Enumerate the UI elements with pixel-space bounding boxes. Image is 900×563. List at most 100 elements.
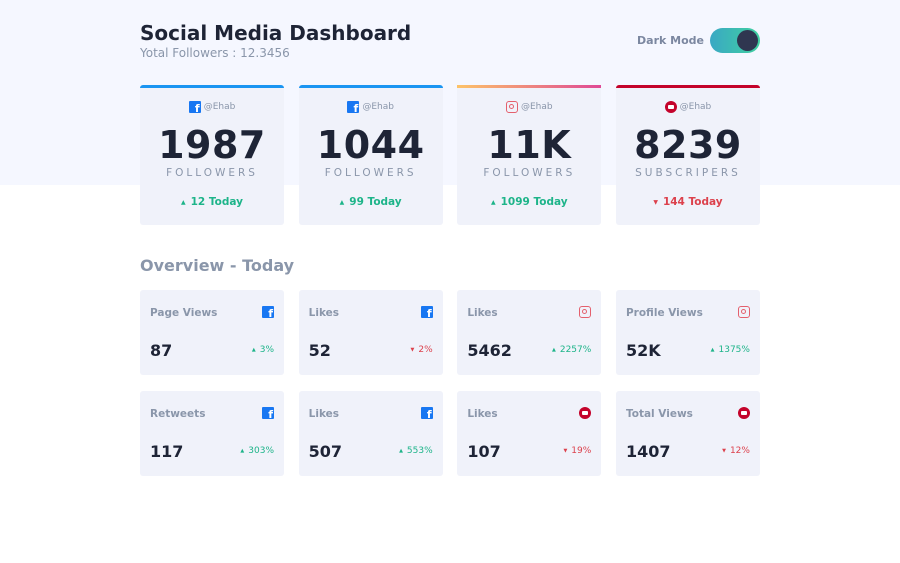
count-label: SUBSCRIPERS [635,167,741,179]
metric-delta: ▼ 19% [563,446,591,456]
overview-title: Overview - Today [140,256,295,275]
metric-delta: ▲ 553% [399,446,433,456]
metric-delta: ▲ 3% [252,345,274,355]
metric-delta: ▲ 2257% [552,345,591,355]
card-facebook-1[interactable]: @Ehab 1987 FOLLOWERS ▲ 12 Today [140,85,284,225]
handle: @Ehab [362,102,394,112]
dashboard: Social Media Dashboard Yotal Followers :… [140,0,760,476]
follower-cards: @Ehab 1987 FOLLOWERS ▲ 12 Today @Ehab 104… [140,85,760,225]
metric-delta: ▼ 12% [722,446,750,456]
header: Social Media Dashboard Yotal Followers :… [140,0,760,85]
metric-value: 52K [625,341,661,360]
instagram-icon [506,101,518,113]
follower-count: 11K [487,123,572,167]
metric-label: Total Views [625,408,693,420]
metric-value: 107 [467,442,501,461]
delta-text: 2257% [559,345,592,355]
metric-value: 52 [308,341,331,360]
arrow-up-icon: ▲ [339,198,345,206]
delta-text: 553% [406,446,433,456]
delta-text: 144 Today [662,196,723,208]
instagram-icon [579,306,592,318]
metric-delta: ▲ 1375% [711,345,750,355]
overview-card[interactable]: Likes 107 ▼ 19% [457,391,602,476]
arrow-up-icon: ▲ [240,448,245,454]
overview-card[interactable]: Likes 52 ▼2% [298,290,443,375]
metric-label: Retweets [150,408,206,420]
dark-mode-toggle[interactable] [710,28,760,53]
card-facebook-2[interactable]: @Ehab 1044 FOLLOWERS ▲ 99 Today [298,85,443,225]
youtube-icon [737,407,750,419]
facebook-icon [347,101,360,115]
handle: @Ehab [679,102,712,112]
delta-text: 1375% [718,345,750,355]
metric-label: Likes [308,307,340,319]
metric-label: Likes [467,408,498,420]
overview-card[interactable]: Profile Views 52K ▲ 1375% [615,290,760,375]
card-instagram[interactable]: @Ehab 11K FOLLOWERS ▲ 1099 Today [457,85,602,225]
metric-label: Profile Views [625,307,703,319]
today-delta: ▲ 1099 Today [457,196,601,208]
page-title: Social Media Dashboard [140,21,412,45]
delta-text: 3% [259,345,274,355]
overview-card[interactable]: Page Views 87 ▲3% [140,290,284,375]
delta-text: 12 Today [190,196,243,208]
delta-text: 99 Today [349,196,402,208]
arrow-up-icon: ▲ [551,347,556,353]
metric-label: Likes [308,408,340,420]
delta-text: 19% [571,446,592,456]
youtube-icon [579,407,592,419]
dark-mode-control: Dark Mode [637,28,760,53]
delta-text: 1099 Today [500,196,568,208]
metric-value: 1407 [625,442,671,461]
facebook-icon [420,407,433,421]
overview-card[interactable]: Retweets 117 ▲303% [140,391,284,476]
arrow-up-icon: ▲ [251,347,256,353]
count-label: FOLLOWERS [324,167,417,179]
delta-text: 303% [248,446,274,456]
overview-card[interactable]: Likes 507 ▲553% [298,391,443,476]
arrow-up-icon: ▲ [491,198,496,206]
overview-row: Retweets 117 ▲303% Likes 507 ▲553% Likes… [140,391,760,476]
today-delta: ▲ 12 Today [140,196,284,208]
arrow-up-icon: ▲ [399,448,403,454]
facebook-icon [420,306,433,320]
dark-mode-label: Dark Mode [637,34,704,47]
facebook-icon [262,306,274,320]
count-label: FOLLOWERS [166,167,258,179]
metric-delta: ▼ 2% [411,345,433,355]
metric-value: 87 [150,341,173,360]
metric-label: Page Views [150,307,218,319]
follower-count: 1987 [158,123,266,167]
follower-count: 1044 [316,123,425,167]
arrow-down-icon: ▼ [653,198,658,206]
subscriber-count: 8239 [634,123,742,167]
arrow-down-icon: ▼ [722,448,726,454]
card-youtube[interactable]: @Ehab 8239 SUBSCRIPERS ▼ 144 Today [615,85,760,225]
arrow-down-icon: ▼ [410,347,415,353]
overview-grid: Page Views 87 ▲3% Likes 52 ▼2% Likes 546… [140,290,760,492]
count-label: FOLLOWERS [483,167,576,179]
delta-text: 12% [729,446,750,456]
metric-value: 507 [308,442,343,461]
arrow-up-icon: ▲ [710,347,715,353]
instagram-icon [737,306,750,318]
today-delta: ▼ 144 Today [616,196,760,208]
toggle-knob [737,30,758,51]
overview-card[interactable]: Likes 5462 ▲ 2257% [457,290,602,375]
delta-text: 2% [418,345,433,355]
metric-delta: ▲ 303% [240,446,274,456]
arrow-up-icon: ▲ [181,198,186,206]
facebook-icon [262,407,274,421]
handle: @Ehab [203,102,236,112]
youtube-icon [664,101,677,113]
facebook-icon [188,101,201,115]
overview-card[interactable]: Total Views 1407 ▼ 12% [615,391,760,476]
arrow-down-icon: ▼ [563,448,568,454]
handle: @Ehab [521,102,553,112]
total-followers: Yotal Followers : 12.3456 [140,46,290,60]
metric-label: Likes [467,307,498,319]
metric-value: 5462 [467,341,512,360]
metric-value: 117 [150,442,184,461]
today-delta: ▲ 99 Today [299,196,443,208]
